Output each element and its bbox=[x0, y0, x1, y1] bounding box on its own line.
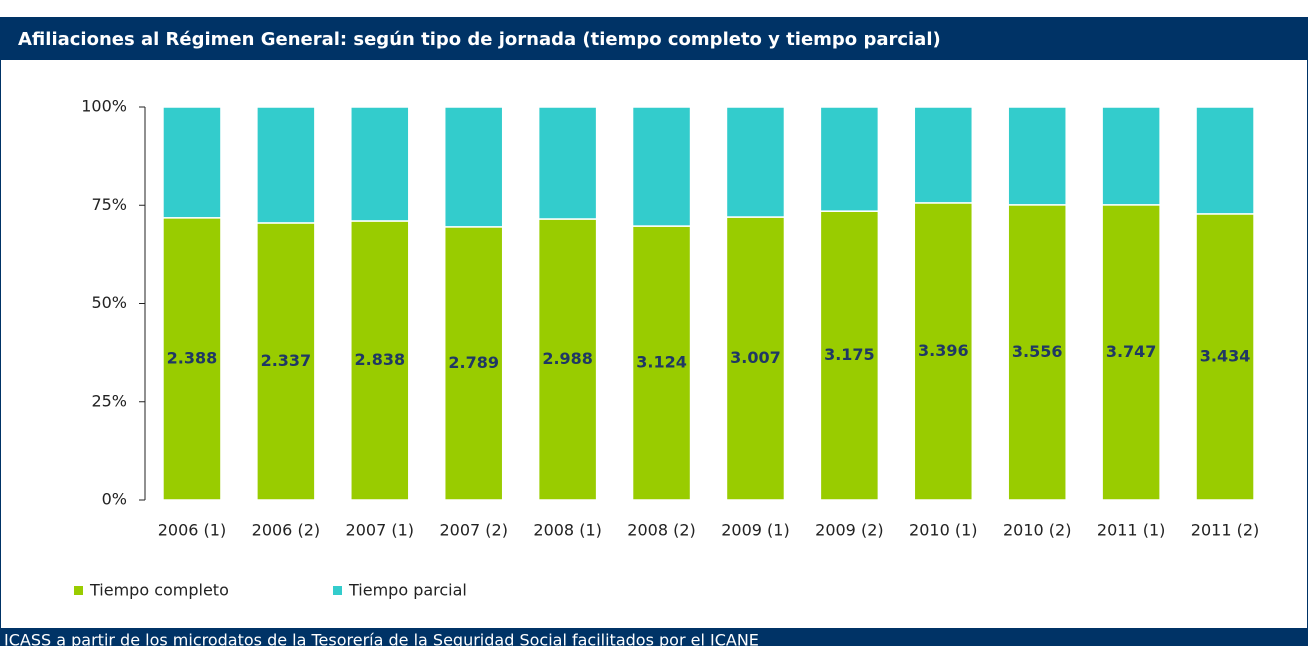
bar-segment bbox=[162, 217, 222, 501]
bar-label: 2.988 bbox=[542, 349, 593, 368]
y-tick-label: 100% bbox=[81, 97, 127, 116]
bar-segment bbox=[631, 106, 692, 227]
x-tick-label: 2010 (2) bbox=[1003, 521, 1071, 540]
bar-label: 2.337 bbox=[261, 351, 312, 370]
footer-bar bbox=[0, 628, 1308, 646]
legend-swatch bbox=[74, 586, 83, 595]
bar-segment bbox=[1195, 213, 1255, 501]
bar-segment bbox=[1101, 106, 1161, 206]
y-tick-label: 75% bbox=[91, 195, 127, 214]
bar-label: 2.789 bbox=[448, 353, 499, 372]
bar-label: 3.434 bbox=[1200, 346, 1251, 365]
bar-segment bbox=[443, 226, 504, 501]
bar-label: 2.838 bbox=[354, 350, 405, 369]
bar-segment bbox=[819, 210, 880, 501]
bar-segment bbox=[256, 106, 316, 224]
source: ICASS a partir de los microdatos de la T… bbox=[4, 631, 759, 646]
bar-segment bbox=[725, 216, 786, 501]
bar-label: 2.388 bbox=[167, 348, 218, 367]
x-tick-label: 2011 (1) bbox=[1097, 521, 1165, 540]
bar-label: 3.007 bbox=[730, 348, 781, 367]
x-tick-label: 2008 (1) bbox=[533, 521, 601, 540]
bar-label: 3.747 bbox=[1106, 342, 1157, 361]
x-tick-label: 2009 (2) bbox=[815, 521, 883, 540]
bar-segment bbox=[725, 106, 786, 218]
bar-label: 3.175 bbox=[824, 345, 875, 364]
x-tick-label: 2006 (1) bbox=[158, 521, 226, 540]
x-tick-label: 2009 (1) bbox=[721, 521, 789, 540]
x-tick-label: 2008 (2) bbox=[627, 521, 695, 540]
y-tick-label: 0% bbox=[102, 490, 127, 509]
x-tick-label: 2007 (2) bbox=[439, 521, 507, 540]
bar-segment bbox=[631, 225, 692, 501]
bar-segment bbox=[1007, 204, 1067, 501]
bar-segment bbox=[537, 218, 598, 501]
bar-segment bbox=[1101, 204, 1161, 501]
bar-segment bbox=[162, 106, 222, 219]
y-tick-label: 50% bbox=[91, 293, 127, 312]
bar-segment bbox=[1007, 106, 1067, 206]
header-bar bbox=[0, 18, 1308, 60]
bar-segment bbox=[256, 222, 316, 501]
y-tick-label: 25% bbox=[91, 391, 127, 410]
bar-segment bbox=[537, 106, 598, 220]
bar-segment bbox=[913, 202, 974, 501]
x-tick-label: 2011 (2) bbox=[1191, 521, 1259, 540]
bar-segment bbox=[350, 220, 410, 501]
legend-label: Tiempo completo bbox=[89, 581, 229, 600]
bar-segment bbox=[913, 106, 974, 204]
legend-label: Tiempo parcial bbox=[348, 581, 467, 600]
bar-label: 3.556 bbox=[1012, 342, 1063, 361]
x-tick-label: 2010 (1) bbox=[909, 521, 977, 540]
bar-segment bbox=[1195, 106, 1255, 215]
x-tick-label: 2006 (2) bbox=[252, 521, 320, 540]
bar-segment bbox=[350, 106, 410, 222]
chart-title: Afiliaciones al Régimen General: según t… bbox=[18, 29, 941, 50]
bar-segment bbox=[819, 106, 880, 212]
x-tick-label: 2007 (1) bbox=[346, 521, 414, 540]
bar-label: 3.124 bbox=[636, 353, 687, 372]
legend-swatch bbox=[333, 586, 342, 595]
bar-label: 3.396 bbox=[918, 341, 969, 360]
bar-segment bbox=[443, 106, 504, 228]
